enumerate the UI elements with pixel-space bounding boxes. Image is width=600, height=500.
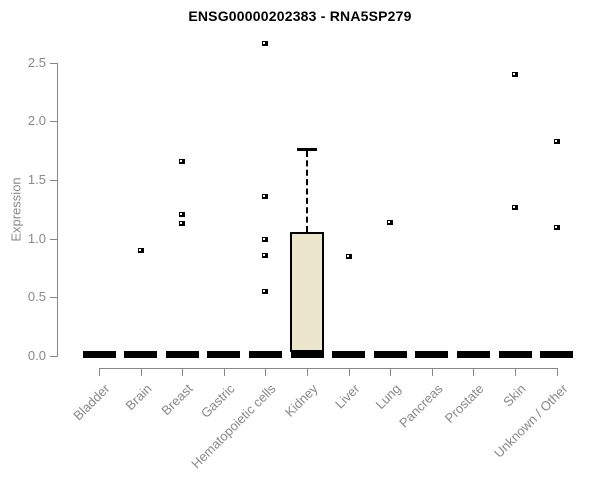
outlier-point-center [263,290,266,293]
outlier-point [262,40,269,46]
x-tick [431,368,433,376]
outlier-point-center [388,221,391,224]
x-tick [307,368,308,376]
y-tick [50,297,57,299]
chart-title: ENSG00000202383 - RNA5SP279 [188,8,412,24]
y-tick-label: 0.0 [27,348,46,363]
x-tick [473,368,475,376]
y-tick-label: 1.5 [27,171,46,187]
outlier-point [137,248,144,254]
zero-box-bar [456,351,490,358]
outlier-point [553,224,560,230]
x-tick [265,368,267,376]
y-tick [50,179,57,181]
outlier-point-center [513,73,515,76]
x-tick [99,368,100,376]
outlier-point [179,221,186,227]
y-tick-label: 2.5 [27,54,46,70]
x-tick [140,368,142,376]
y-tick [50,62,57,64]
zero-box-bar [207,351,241,358]
outlier-point [345,254,352,260]
outlier-point [262,194,269,200]
outlier-point-center [180,160,183,163]
zero-box-bar [373,351,407,358]
outlier-point [512,72,518,78]
outlier-point-center [554,225,557,228]
zero-box-bar [82,351,116,358]
y-axis-label: Expression [8,177,24,242]
whisker-cap [297,148,317,152]
outlier-point-center [513,205,515,208]
outlier-point [179,159,186,165]
zero-box-bar [332,351,366,358]
outlier-point-center [180,212,183,215]
x-axis-line [99,368,558,369]
outlier-point-center [263,237,266,240]
box [290,231,324,352]
x-tick [223,368,225,376]
x-tick [556,368,558,376]
x-tick [390,368,392,376]
outlier-point-center [138,249,141,252]
zero-box-bar [290,351,324,358]
outlier-point [387,220,394,226]
outlier-point-center [263,254,266,257]
outlier-point [512,204,518,210]
outlier-point [262,253,269,259]
zero-box-bar [248,351,282,358]
outlier-point-center [263,41,266,44]
y-tick-label: 1.0 [27,230,46,246]
zero-box-bar [498,351,532,358]
y-tick [50,121,57,123]
y-tick-label: 0.5 [27,289,46,305]
x-tick [515,368,516,376]
x-tick [348,368,350,376]
outlier-point [262,236,269,242]
outlier-point [553,139,560,145]
zero-box-bar [165,351,199,358]
outlier-point-center [263,195,266,198]
zero-box-bar [124,351,158,358]
outlier-point [262,289,269,295]
outlier-point-center [346,255,349,258]
y-axis-line [57,62,58,357]
y-tick-label: 2.0 [27,113,46,129]
outlier-point-center [554,140,557,143]
outlier-point [179,211,186,217]
y-tick [50,238,57,240]
zero-box-bar [415,351,449,358]
whisker [306,151,308,232]
x-tick [182,368,184,376]
zero-box-bar [540,351,574,358]
outlier-point-center [180,222,183,225]
y-tick [50,356,57,357]
